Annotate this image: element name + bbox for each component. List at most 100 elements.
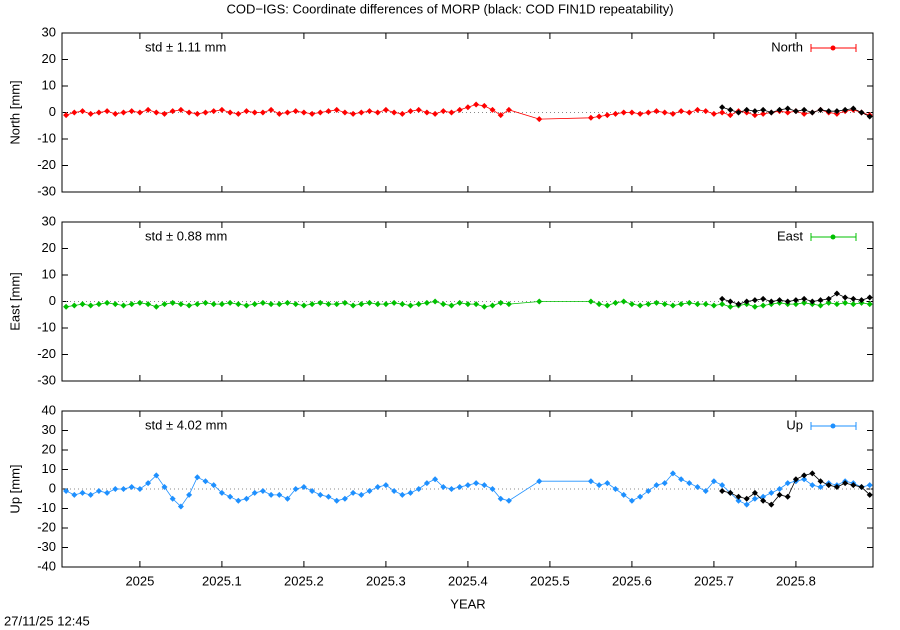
y-tick-label: -40 bbox=[37, 558, 56, 573]
data-point bbox=[653, 299, 660, 306]
data-point bbox=[251, 109, 258, 116]
data-point bbox=[817, 302, 824, 309]
data-point bbox=[784, 109, 791, 116]
data-point bbox=[473, 480, 480, 487]
data-point bbox=[858, 109, 865, 116]
data-point bbox=[309, 110, 316, 117]
data-point bbox=[612, 299, 619, 306]
data-point bbox=[637, 110, 644, 117]
series-line bbox=[65, 472, 870, 508]
data-point bbox=[866, 491, 873, 498]
data-point bbox=[825, 108, 832, 115]
data-point bbox=[801, 295, 808, 302]
data-point bbox=[382, 106, 389, 113]
data-point bbox=[145, 480, 152, 487]
data-point bbox=[63, 487, 70, 494]
data-point bbox=[866, 301, 873, 308]
legend-label: Up bbox=[786, 417, 803, 432]
data-point bbox=[637, 302, 644, 309]
data-point bbox=[661, 109, 668, 116]
data-point bbox=[325, 301, 332, 308]
data-point bbox=[866, 482, 873, 489]
data-point bbox=[809, 470, 816, 477]
data-point bbox=[292, 486, 299, 492]
data-point bbox=[136, 109, 143, 116]
data-point bbox=[259, 109, 266, 116]
data-point bbox=[751, 303, 758, 310]
data-point bbox=[505, 106, 512, 113]
data-point bbox=[669, 302, 676, 309]
timestamp: 27/11/25 12:45 bbox=[4, 613, 90, 628]
data-point bbox=[210, 108, 217, 115]
data-point bbox=[768, 501, 775, 508]
data-point bbox=[243, 495, 250, 502]
data-point bbox=[268, 491, 275, 498]
data-point bbox=[145, 106, 152, 113]
data-point bbox=[743, 298, 750, 305]
annotation: std ± 0.88 mm bbox=[145, 228, 227, 243]
data-point bbox=[604, 480, 611, 487]
data-point bbox=[341, 495, 348, 502]
data-point bbox=[497, 299, 504, 306]
data-point bbox=[259, 487, 266, 494]
data-point bbox=[497, 495, 504, 502]
data-point bbox=[669, 470, 676, 477]
data-point bbox=[727, 112, 734, 119]
data-point bbox=[645, 487, 652, 494]
data-point bbox=[300, 302, 307, 309]
data-point bbox=[309, 487, 316, 494]
data-point bbox=[161, 110, 168, 117]
data-point bbox=[842, 299, 849, 306]
data-point bbox=[440, 301, 447, 308]
legend-marker bbox=[830, 45, 836, 51]
data-point bbox=[350, 302, 357, 309]
data-point bbox=[177, 503, 184, 510]
data-point bbox=[374, 301, 381, 308]
data-point bbox=[374, 484, 381, 491]
data-point bbox=[366, 108, 373, 115]
data-point bbox=[792, 476, 799, 483]
data-point bbox=[727, 106, 734, 113]
data-point bbox=[735, 301, 742, 308]
data-point bbox=[751, 108, 758, 115]
data-point bbox=[686, 299, 693, 306]
data-point bbox=[317, 299, 324, 306]
data-point bbox=[235, 110, 242, 117]
y-tick-label: 10 bbox=[42, 461, 56, 476]
data-point bbox=[276, 491, 283, 498]
data-point bbox=[284, 299, 291, 306]
data-point bbox=[768, 489, 775, 496]
data-point bbox=[112, 110, 119, 117]
data-point bbox=[399, 110, 406, 117]
data-point bbox=[194, 110, 201, 117]
data-point bbox=[760, 493, 767, 500]
data-point bbox=[415, 301, 422, 308]
data-point bbox=[276, 301, 283, 308]
data-point bbox=[202, 109, 209, 116]
data-point bbox=[325, 108, 332, 115]
data-point bbox=[612, 486, 619, 492]
data-point bbox=[341, 109, 348, 116]
data-point bbox=[792, 108, 799, 115]
data-point bbox=[489, 302, 496, 309]
data-point bbox=[751, 495, 758, 502]
data-point bbox=[415, 106, 422, 113]
data-point bbox=[177, 106, 184, 113]
data-point bbox=[735, 497, 742, 504]
legend-label: North bbox=[771, 39, 803, 54]
data-point bbox=[153, 472, 160, 479]
y-tick-label: 0 bbox=[49, 104, 56, 119]
data-point bbox=[702, 487, 709, 494]
data-point bbox=[505, 497, 512, 504]
x-tick-label: 2025.7 bbox=[694, 573, 734, 588]
data-point bbox=[177, 301, 184, 308]
data-point bbox=[145, 301, 152, 308]
data-point bbox=[669, 110, 676, 117]
x-tick-label: 2025 bbox=[125, 573, 154, 588]
data-point bbox=[604, 302, 611, 309]
data-point bbox=[850, 295, 857, 302]
data-point bbox=[227, 493, 234, 500]
data-point bbox=[587, 478, 594, 485]
data-point bbox=[71, 491, 78, 498]
data-point bbox=[842, 294, 849, 301]
